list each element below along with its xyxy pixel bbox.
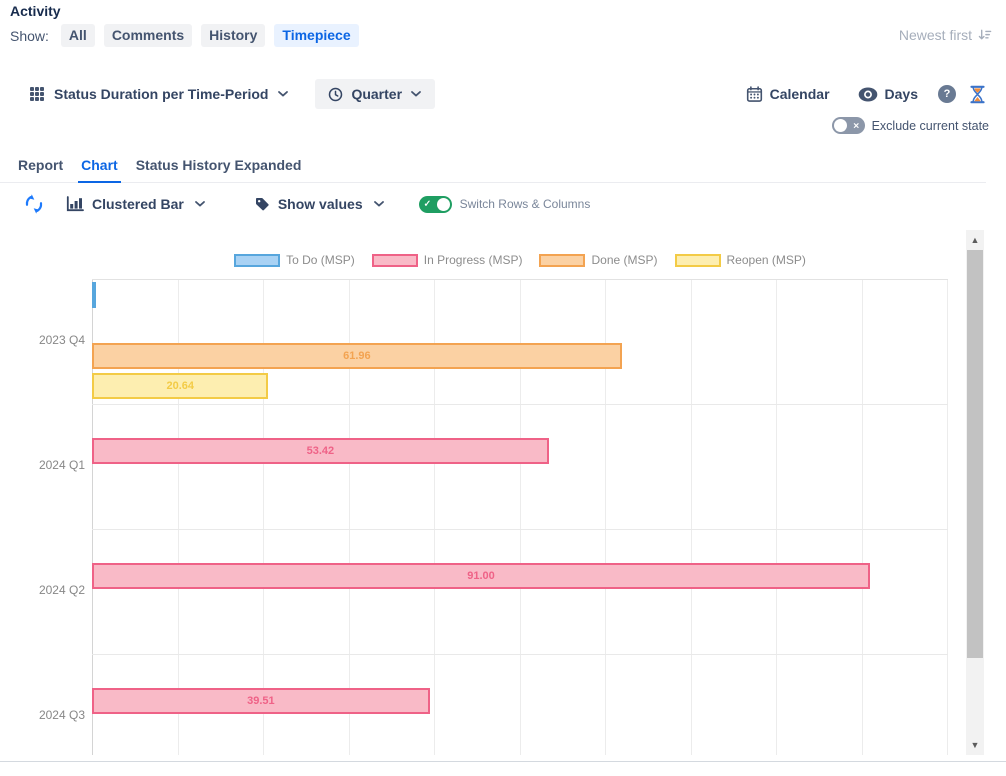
gridline — [348, 280, 350, 755]
legend-item-todo[interactable]: To Do (MSP) — [234, 253, 355, 267]
exclude-current-state-label: Exclude current state — [871, 118, 989, 133]
legend-swatch — [234, 253, 281, 267]
switch-rows-columns-toggle[interactable]: ✓ — [418, 195, 452, 213]
legend-swatch — [539, 253, 586, 267]
legend-label: To Do (MSP) — [286, 253, 355, 267]
filter-comments[interactable]: Comments — [103, 24, 193, 47]
gridline — [776, 280, 777, 755]
exclude-current-state-toggle[interactable]: ✕ — [831, 117, 865, 134]
gridline — [263, 280, 264, 755]
legend-swatch — [371, 253, 418, 267]
chart-controls: Clustered Bar Show values ✓ Switch Rows … — [24, 194, 590, 214]
report-toolbar: Status Duration per Time-Period Quarter … — [30, 79, 986, 109]
legend-label: Done (MSP) — [591, 253, 658, 267]
period-selector-label: Quarter — [351, 86, 403, 102]
toggle-check-icon: ✓ — [423, 198, 432, 209]
refresh-icon[interactable] — [24, 194, 44, 214]
filter-all[interactable]: All — [60, 24, 95, 47]
bar-inprogress[interactable]: 39.51 — [92, 688, 430, 714]
clock-icon — [328, 87, 343, 102]
scroll-down-button[interactable]: ▼ — [966, 735, 984, 755]
gridline — [690, 280, 692, 755]
report-type-selector[interactable]: Status Duration per Time-Period — [54, 86, 269, 102]
show-values-label: Show values — [277, 196, 363, 212]
gridline — [861, 280, 863, 755]
hourglass-icon[interactable] — [969, 85, 986, 104]
filter-buttons: All Comments History Timepiece — [60, 24, 359, 47]
chart-row: 61.96 20.64 — [92, 280, 948, 405]
chart-type-label: Clustered Bar — [92, 196, 184, 212]
scroll-up-button[interactable]: ▲ — [966, 230, 984, 250]
sort-descending-icon — [977, 28, 992, 42]
legend-swatch — [674, 253, 721, 267]
view-tabs: Report Chart Status History Expanded — [0, 155, 986, 183]
help-icon[interactable]: ? — [938, 85, 956, 103]
toggle-knob — [833, 119, 847, 132]
chart-row: 53.42 — [92, 405, 948, 530]
legend-item-inprogress[interactable]: In Progress (MSP) — [371, 253, 523, 267]
filter-history[interactable]: History — [201, 24, 266, 47]
chevron-down-icon — [410, 90, 422, 98]
y-axis-line — [92, 280, 93, 755]
sort-order-label: Newest first — [898, 27, 972, 43]
scrollbar-thumb[interactable] — [967, 250, 983, 658]
chevron-down-icon — [194, 200, 206, 208]
sort-order-button[interactable]: Newest first — [899, 27, 992, 43]
show-label: Show: — [10, 27, 49, 44]
toggle-knob — [436, 197, 450, 211]
category-label: 2024 Q2 — [38, 583, 85, 597]
switch-rows-columns-group: ✓ Switch Rows & Columns — [418, 195, 591, 213]
display-unit-label: Days — [884, 86, 918, 102]
legend-item-done[interactable]: Done (MSP) — [539, 253, 658, 267]
filter-timepiece[interactable]: Timepiece — [274, 24, 359, 47]
gridline — [605, 280, 606, 755]
chevron-down-icon[interactable] — [277, 90, 289, 98]
page-title: Activity — [10, 3, 61, 19]
bar-inprogress[interactable]: 53.42 — [92, 438, 549, 464]
toggle-x-icon: ✕ — [852, 120, 860, 130]
tab-status-history-expanded[interactable]: Status History Expanded — [135, 157, 302, 173]
chart-plot: 61.96 20.64 53.42 91.00 39.51 — [92, 279, 948, 755]
exclude-current-state-row: ✕ Exclude current state — [831, 117, 989, 134]
gridline — [947, 280, 948, 755]
switch-rows-columns-label: Switch Rows & Columns — [459, 197, 591, 211]
category-label: 2024 Q3 — [38, 708, 85, 722]
chart-category-labels: 2023 Q4 2024 Q1 2024 Q2 2024 Q3 — [0, 279, 88, 755]
gridline — [177, 280, 179, 755]
period-selector-button[interactable]: Quarter — [315, 79, 436, 109]
bar-chart-icon — [66, 196, 84, 212]
grid-icon — [30, 87, 44, 101]
chart-scrollbar[interactable]: ▲ ▼ — [966, 230, 984, 755]
tab-report[interactable]: Report — [18, 157, 64, 173]
chart-row: 91.00 — [92, 530, 948, 655]
gridline — [434, 280, 435, 755]
tag-icon — [254, 196, 270, 212]
legend-label: Reopen (MSP) — [726, 253, 806, 267]
panel-bottom-border — [0, 761, 1006, 762]
bar-todo[interactable] — [92, 282, 96, 308]
category-label: 2024 Q1 — [38, 458, 85, 472]
chart-legend: To Do (MSP) In Progress (MSP) Done (MSP) Re… — [92, 253, 948, 267]
eye-icon — [858, 87, 878, 102]
calendar-icon — [746, 85, 763, 103]
bar-reopen[interactable]: 20.64 — [92, 373, 269, 399]
chart-row: 39.51 — [92, 655, 948, 755]
calendar-label: Calendar — [769, 86, 830, 102]
legend-label: In Progress (MSP) — [423, 253, 523, 267]
calendar-button[interactable]: Calendar — [746, 85, 830, 103]
gridline — [519, 280, 521, 755]
chevron-down-icon — [373, 200, 385, 208]
bar-done[interactable]: 61.96 — [92, 343, 622, 369]
category-label: 2023 Q4 — [38, 333, 85, 347]
show-values-selector[interactable]: Show values — [254, 196, 385, 212]
display-unit-button[interactable]: Days — [858, 86, 918, 102]
toolbar-right-actions: Calendar Days ? — [746, 85, 986, 104]
legend-item-reopen[interactable]: Reopen (MSP) — [674, 253, 806, 267]
activity-filter-row: Show: All Comments History Timepiece — [10, 24, 359, 47]
bar-inprogress[interactable]: 91.00 — [92, 563, 871, 589]
tab-chart[interactable]: Chart — [78, 155, 121, 183]
chart-type-selector[interactable]: Clustered Bar — [66, 196, 206, 212]
